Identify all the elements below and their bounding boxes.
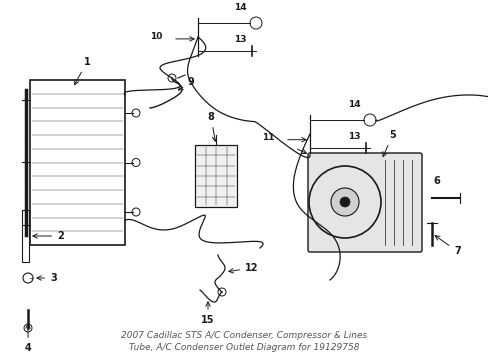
Text: 9: 9 [178,77,194,90]
Text: 13: 13 [233,35,246,44]
Circle shape [330,188,358,216]
Text: 4: 4 [24,324,31,353]
Text: 2: 2 [33,231,63,241]
Bar [195,145,237,207]
Text: 10: 10 [149,32,162,41]
Text: 2007 Cadillac STS A/C Condenser, Compressor & Lines
Tube, A/C Condenser Outlet D: 2007 Cadillac STS A/C Condenser, Compres… [121,331,366,352]
Text: 7: 7 [434,236,460,256]
Text: 1: 1 [75,57,90,85]
Text: 11: 11 [261,133,274,142]
Text: 15: 15 [201,302,214,325]
Text: 14: 14 [347,100,360,109]
Bar [30,80,125,245]
FancyBboxPatch shape [307,153,421,252]
Bar [22,210,29,262]
Text: 13: 13 [347,132,360,141]
Text: 8: 8 [207,112,216,141]
Text: 3: 3 [37,273,57,283]
Text: 5: 5 [382,130,395,157]
Text: 6: 6 [433,176,440,186]
Circle shape [339,197,349,207]
Text: 14: 14 [233,3,246,12]
Text: 12: 12 [228,263,258,273]
